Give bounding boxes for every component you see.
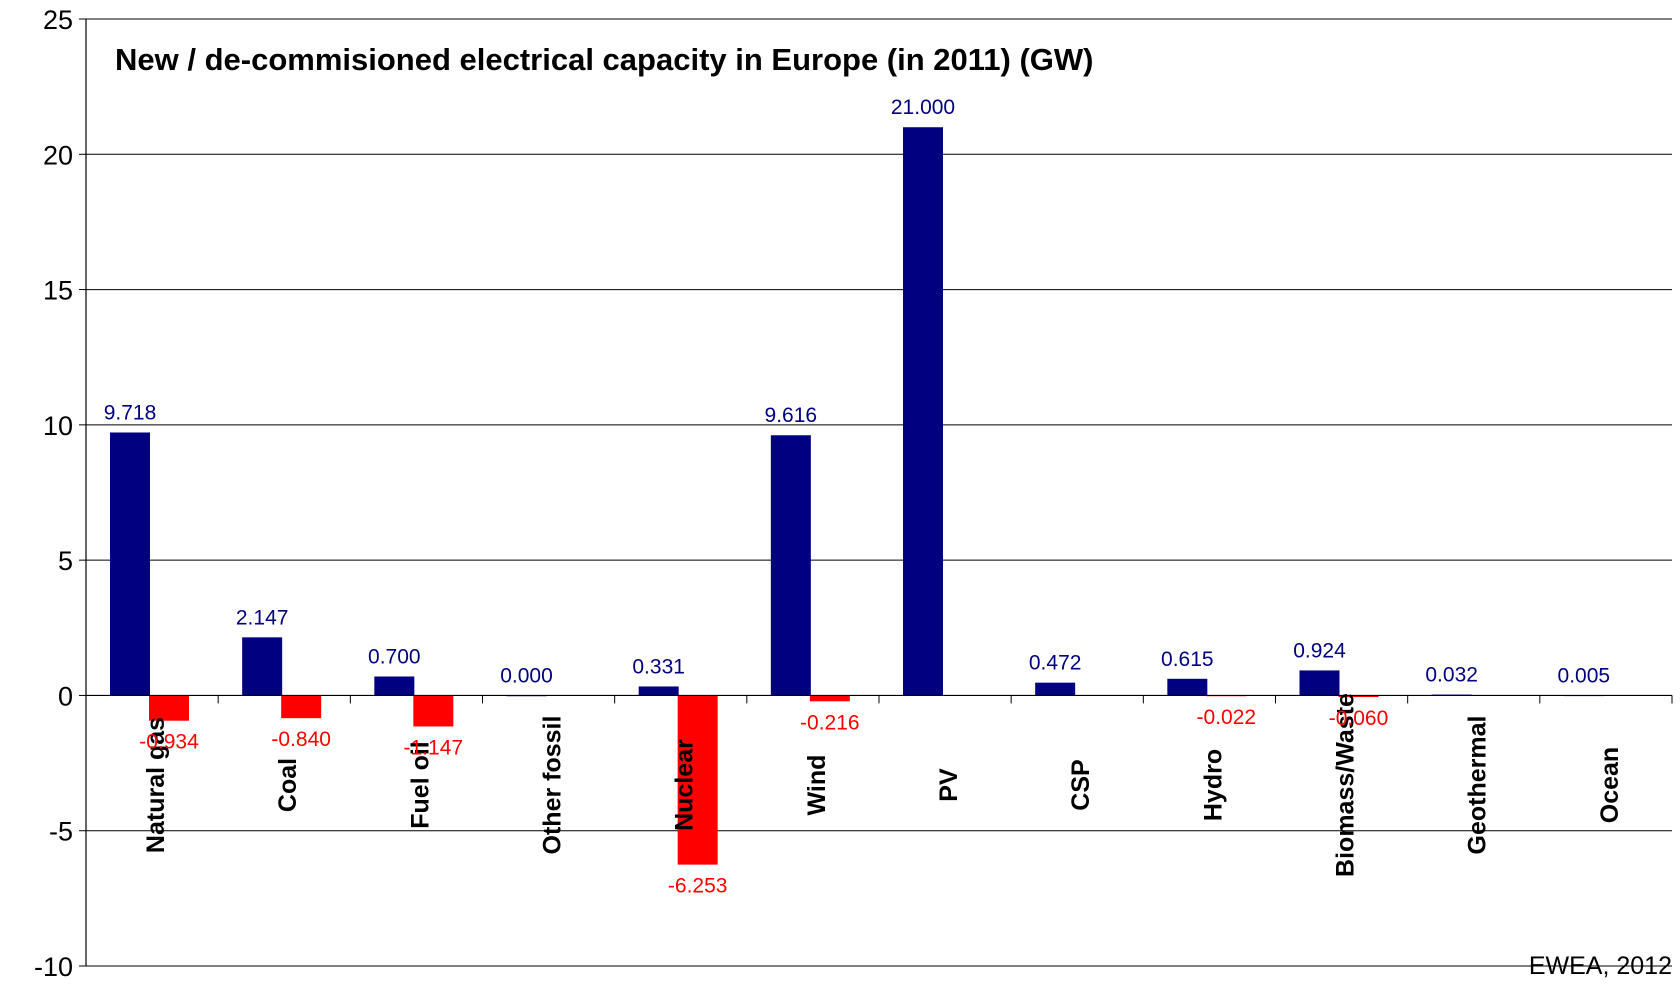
data-label-new: 9.718 — [104, 401, 157, 424]
data-label-new: 0.924 — [1293, 639, 1346, 662]
category-label: Biomass/Waste — [1332, 693, 1360, 877]
data-label-new: 0.615 — [1161, 648, 1214, 671]
data-label-new: 0.472 — [1029, 652, 1082, 675]
category-label: PV — [935, 768, 963, 802]
bar-new — [374, 676, 415, 696]
data-label-decommissioned: -0.934 — [139, 731, 199, 754]
chart-source: EWEA, 2012 — [1528, 952, 1672, 980]
bar-new — [638, 686, 679, 696]
bar-new — [903, 127, 943, 696]
bar-decommissioned — [413, 695, 454, 727]
bar-decommissioned — [677, 695, 718, 865]
data-label-decommissioned: -0.216 — [800, 711, 860, 734]
y-tick-label: 25 — [43, 5, 73, 35]
bar-new — [110, 432, 150, 696]
data-label-new: 0.331 — [632, 655, 685, 678]
category-label: Ocean — [1596, 747, 1624, 823]
y-tick-label: 0 — [58, 681, 73, 711]
data-label-decommissioned: -0.840 — [271, 728, 331, 751]
y-tick-label: 20 — [43, 140, 73, 170]
bar-new — [1035, 682, 1076, 696]
category-label: Fuel oil — [406, 741, 434, 829]
y-tick-label: -10 — [34, 952, 73, 982]
bar-decommissioned — [1338, 695, 1379, 698]
data-labels: Natural gas Coal Fuel oil Other fossil Nucle… — [104, 96, 1624, 897]
bar-decommissioned — [149, 695, 189, 721]
bar-decommissioned — [809, 695, 850, 702]
category-label: Nuclear — [671, 739, 699, 831]
data-label-new: 0.000 — [500, 664, 553, 687]
bars — [110, 127, 1604, 865]
data-label-new: 0.032 — [1425, 664, 1478, 687]
data-label-new: 0.005 — [1558, 664, 1611, 687]
bar-new — [242, 637, 283, 696]
y-tick-label: 5 — [58, 546, 73, 576]
axes: -10 -5 0 5 10 15 20 25 — [34, 5, 1673, 982]
gridlines — [86, 18, 1672, 967]
data-label-decommissioned: -0.060 — [1329, 707, 1389, 730]
bar-decommissioned — [281, 695, 322, 719]
data-label-new: 9.616 — [765, 404, 818, 427]
data-label-decommissioned: -1.147 — [404, 736, 464, 759]
bar-new — [1167, 678, 1208, 696]
y-tick-label: 10 — [43, 411, 73, 441]
data-label-new: 21.000 — [891, 96, 955, 119]
data-label-decommissioned: -0.022 — [1197, 706, 1257, 729]
category-label: Hydro — [1199, 749, 1227, 821]
bar-new — [1299, 670, 1340, 696]
data-label-new: 0.700 — [368, 645, 421, 668]
chart-title: New / de-commisioned electrical capacity… — [115, 42, 1094, 77]
bar-new — [770, 435, 811, 696]
category-label: Natural gas — [142, 717, 170, 853]
category-label: CSP — [1067, 759, 1095, 810]
data-label-new: 2.147 — [236, 606, 289, 629]
data-label-decommissioned: -6.253 — [668, 875, 728, 898]
category-label: Other fossil — [539, 716, 567, 855]
category-label: Geothermal — [1464, 716, 1492, 855]
category-label: Wind — [803, 755, 831, 816]
y-tick-label: -5 — [49, 817, 73, 847]
y-tick-label: 15 — [43, 276, 73, 306]
category-label: Coal — [274, 758, 302, 812]
